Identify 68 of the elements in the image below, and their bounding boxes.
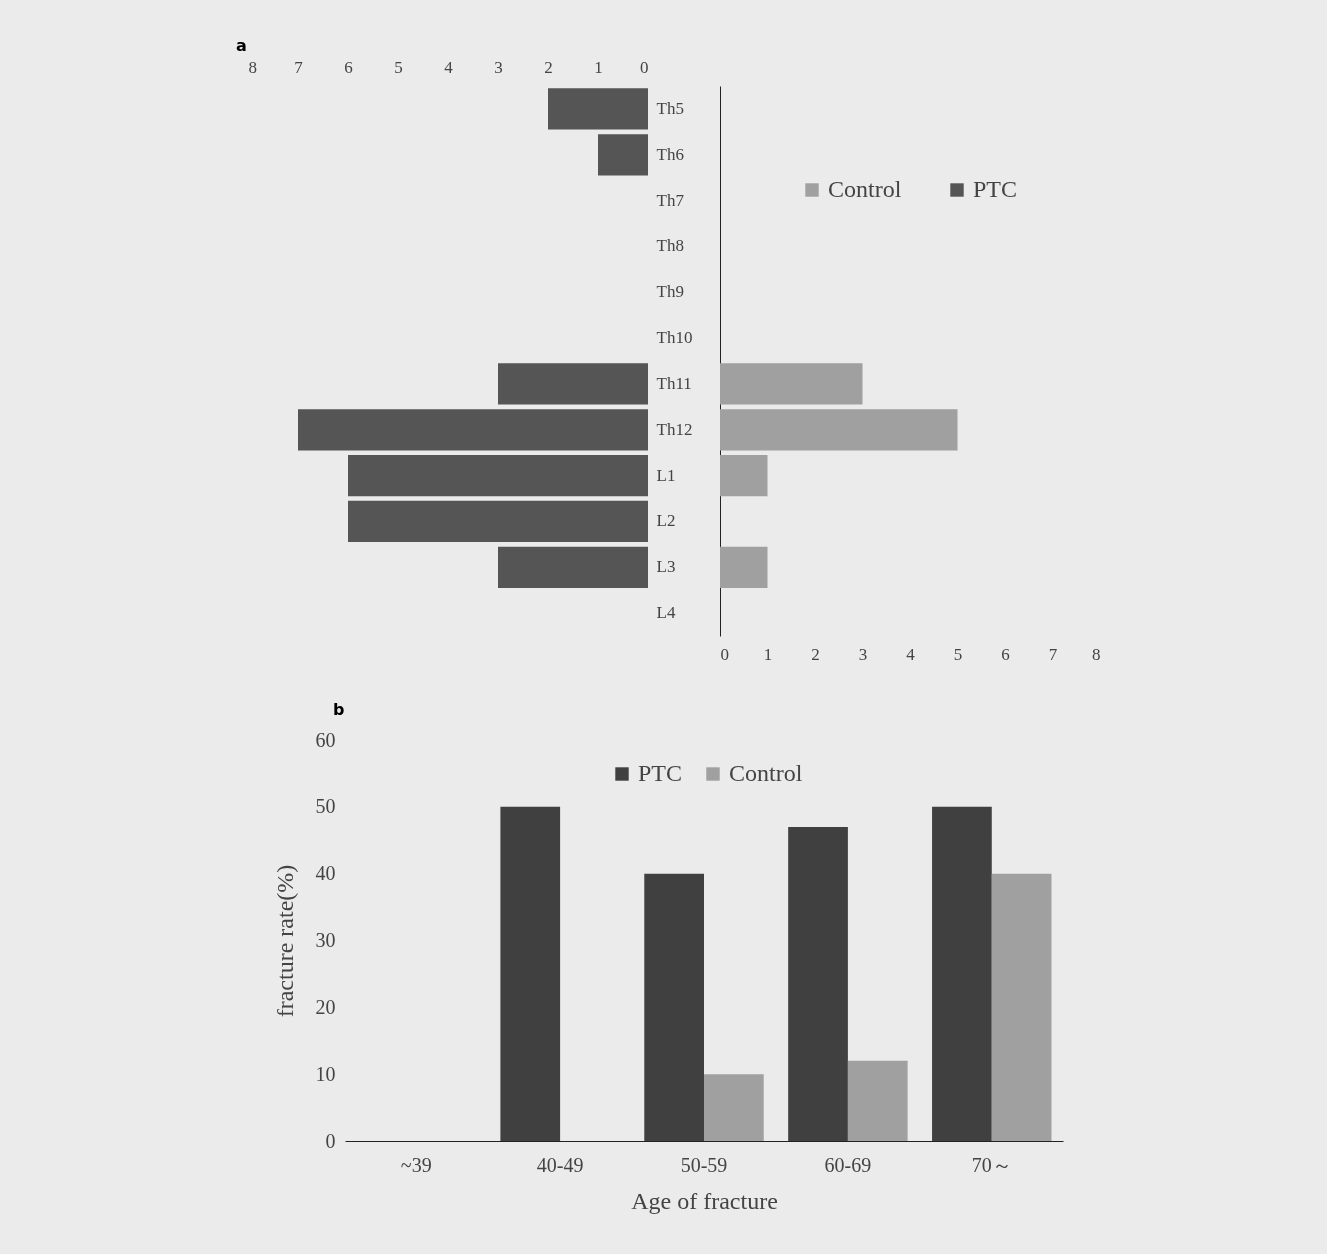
bar [348, 500, 648, 543]
x-tick-label: 7 [1048, 644, 1058, 664]
y-tick-label: 30 [315, 929, 336, 951]
y-tick-label: 60 [315, 728, 336, 751]
bar [298, 409, 648, 451]
bar [498, 546, 648, 588]
x-tick-label: 5 [394, 57, 403, 77]
x-tick-label: 7 [294, 57, 304, 77]
x-tick-label: 6 [1001, 644, 1010, 664]
y-tick-label: 20 [315, 995, 336, 1018]
y-tick-label: 0 [325, 1129, 336, 1152]
y-tick-label: Th11 [656, 373, 692, 393]
bar [704, 1074, 764, 1141]
x-tick-label: 60-69 [824, 1153, 872, 1176]
x-tick-label: 0 [640, 57, 649, 77]
x-tick-label: 1 [594, 57, 603, 77]
y-tick-label: 50 [315, 795, 336, 818]
y-tick-label: Th7 [656, 190, 685, 210]
bar [720, 546, 768, 588]
bar [644, 873, 704, 1141]
bar [991, 873, 1052, 1141]
bar [720, 454, 768, 497]
x-tick-label: 8 [1092, 644, 1101, 664]
x-axis-title: Age of fracture [631, 1187, 778, 1214]
x-tick-label: 1 [763, 644, 773, 664]
x-tick-label: 8 [248, 57, 257, 77]
x-tick-label: 50-59 [680, 1153, 728, 1176]
legend-label: Control [729, 760, 803, 786]
y-tick-label: Th5 [656, 98, 684, 118]
x-tick-label: 4 [444, 57, 454, 77]
x-tick-label: 3 [494, 57, 503, 77]
bar [548, 88, 648, 130]
x-tick-label: 6 [344, 57, 353, 77]
bar [932, 806, 992, 1141]
x-tick-label: 2 [811, 644, 820, 664]
y-tick-label: 40 [315, 862, 336, 885]
bar [720, 363, 863, 405]
legend-label: PTC [638, 760, 683, 786]
x-tick-label: 3 [858, 644, 868, 664]
chart-title: b [333, 700, 345, 719]
y-tick-label: L1 [656, 465, 676, 485]
y-tick-label: L2 [656, 511, 676, 531]
bar [348, 454, 648, 497]
x-tick-label: 70～ [971, 1153, 1012, 1176]
x-tick-label: 40-49 [536, 1153, 584, 1176]
y-tick-label: 10 [315, 1062, 336, 1085]
y-tick-label: Th9 [656, 282, 684, 302]
y-tick-label: Th8 [656, 236, 684, 256]
y-axis-title: fracture rate(%) [271, 864, 298, 1018]
legend-label: Control [828, 176, 902, 202]
y-tick-label: Th12 [656, 419, 693, 439]
bar [720, 409, 958, 451]
x-tick-label: 5 [953, 644, 963, 664]
bar [847, 1060, 908, 1141]
x-tick-label: 2 [544, 57, 553, 77]
bar [598, 134, 648, 176]
x-tick-label: 4 [906, 644, 916, 664]
x-tick-label: ~39 [400, 1153, 432, 1176]
bar [498, 363, 648, 405]
bar [500, 806, 561, 1141]
y-tick-label: Th6 [656, 144, 684, 164]
chart-title: a [236, 36, 247, 55]
y-tick-label: L3 [656, 557, 676, 577]
x-tick-label: 0 [720, 644, 729, 664]
y-tick-label: L4 [656, 603, 676, 623]
y-tick-label: Th10 [656, 328, 693, 348]
bar [788, 826, 848, 1141]
legend-label: PTC [973, 176, 1018, 202]
